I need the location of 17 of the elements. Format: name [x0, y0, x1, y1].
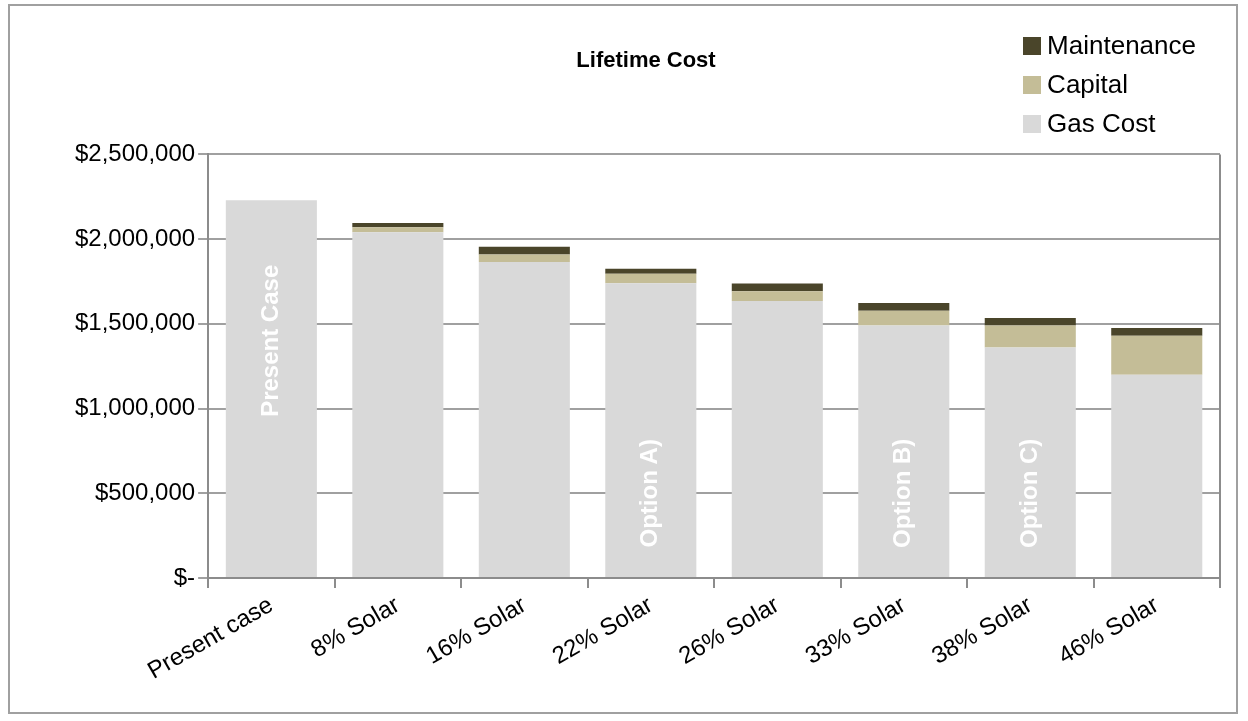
y-tick-label: $500,000: [95, 477, 196, 505]
y-tick-label: $1,500,000: [74, 308, 196, 336]
y-tick-label: $-: [173, 562, 196, 590]
x-tick-label: 46% Solar: [1053, 590, 1163, 669]
x-tick-label: 38% Solar: [926, 590, 1037, 669]
x-tick-label: 16% Solar: [420, 590, 531, 669]
chart-title: Lifetime Cost: [576, 47, 717, 73]
x-tick-label: 8% Solar: [305, 590, 404, 663]
y-tick-label: $1,000,000: [74, 393, 196, 421]
x-tick-label: 26% Solar: [673, 590, 784, 669]
legend-label: Capital: [1047, 69, 1129, 100]
y-tick-label: $2,500,000: [74, 139, 196, 167]
legend-label: Maintenance: [1047, 30, 1196, 61]
x-tick-label: 33% Solar: [800, 590, 910, 669]
x-tick-label: 22% Solar: [547, 590, 657, 669]
y-tick-label: $2,000,000: [74, 223, 196, 251]
legend-label: Gas Cost: [1047, 108, 1156, 139]
